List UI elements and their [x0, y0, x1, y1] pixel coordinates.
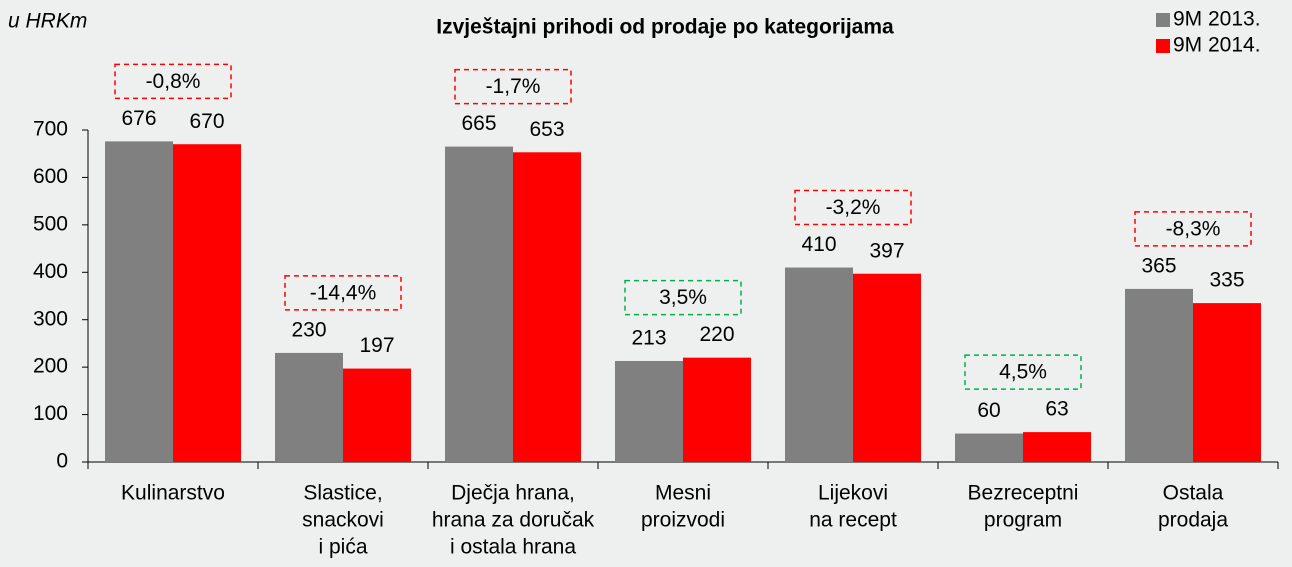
- x-tick-label: Kulinarstvo: [121, 482, 225, 505]
- y-tick-label: 600: [33, 165, 68, 188]
- x-tick-label: Bezreceptni: [968, 482, 1079, 505]
- value-label: 220: [699, 323, 734, 346]
- bar: [173, 144, 241, 462]
- legend-label: 9M 2013.: [1173, 8, 1261, 31]
- x-tick-label: Lijekovi: [818, 482, 888, 505]
- y-tick-label: 300: [33, 307, 68, 330]
- bar: [1023, 432, 1091, 462]
- bar: [1125, 288, 1193, 462]
- x-tick-label: program: [984, 509, 1062, 532]
- x-tick-label: proizvodi: [641, 509, 725, 532]
- chart-title: Izvještajni prihodi od prodaje po katego…: [436, 16, 894, 39]
- value-label: 676: [121, 107, 156, 130]
- value-label: 230: [291, 318, 326, 341]
- bar: [785, 267, 853, 462]
- bar: [445, 146, 513, 462]
- annotation: -14,4%: [310, 281, 377, 304]
- bar: [275, 352, 343, 462]
- legend-swatch: [1156, 39, 1170, 53]
- annotation-box: [964, 354, 1082, 390]
- value-label: 397: [869, 239, 904, 262]
- unit-label: u HRKm: [8, 10, 87, 33]
- value-label: 60: [977, 399, 1000, 422]
- y-tick-label: 0: [56, 450, 68, 473]
- bar: [105, 141, 173, 462]
- annotation-box: [284, 275, 402, 311]
- annotation-box: [794, 189, 912, 226]
- value-label: 653: [529, 118, 564, 141]
- x-tick-label: i pića: [318, 536, 367, 559]
- x-tick-label: na recept: [809, 509, 897, 532]
- y-tick-label: 100: [33, 402, 68, 425]
- value-label: 63: [1045, 398, 1068, 421]
- value-label: 665: [461, 112, 496, 135]
- legend-label: 9M 2014.: [1173, 34, 1261, 57]
- x-tick-label: Slastice,: [303, 482, 382, 505]
- x-tick-label: Ostala: [1163, 482, 1224, 505]
- bar: [853, 273, 921, 462]
- value-label: 213: [631, 327, 666, 350]
- x-tick-label: Dječja hrana,: [451, 482, 575, 505]
- bar: [615, 360, 683, 462]
- y-tick-label: 400: [33, 260, 68, 283]
- annotation: 4,5%: [999, 361, 1047, 384]
- annotation: -3,2%: [826, 196, 881, 219]
- x-tick-label: snackovi: [302, 509, 384, 532]
- value-label: 197: [359, 334, 394, 357]
- bar: [955, 433, 1023, 462]
- annotation-box: [624, 279, 742, 316]
- x-tick-label: Mesni: [655, 482, 711, 505]
- bar: [343, 368, 411, 462]
- bar: [513, 152, 581, 462]
- annotation-box: [454, 68, 572, 105]
- x-tick-label: i ostala hrana: [450, 536, 576, 559]
- value-label: 410: [801, 233, 836, 256]
- y-tick-label: 700: [33, 118, 68, 141]
- annotation: -1,7%: [486, 75, 541, 98]
- y-tick-label: 200: [33, 355, 68, 378]
- value-label: 670: [189, 110, 224, 133]
- x-tick-label: prodaja: [1158, 509, 1228, 532]
- legend-swatch: [1156, 13, 1170, 27]
- annotation-box: [1134, 211, 1252, 247]
- bar: [1193, 303, 1261, 462]
- y-tick-label: 500: [33, 212, 68, 235]
- annotation: 3,5%: [659, 286, 707, 309]
- x-tick-label: hrana za doručak: [432, 509, 595, 532]
- value-label: 365: [1141, 254, 1176, 277]
- annotation: -8,3%: [1166, 217, 1221, 240]
- annotation: -0,8%: [146, 70, 201, 93]
- bar: [683, 357, 751, 462]
- value-label: 335: [1209, 269, 1244, 292]
- annotation-box: [114, 63, 232, 100]
